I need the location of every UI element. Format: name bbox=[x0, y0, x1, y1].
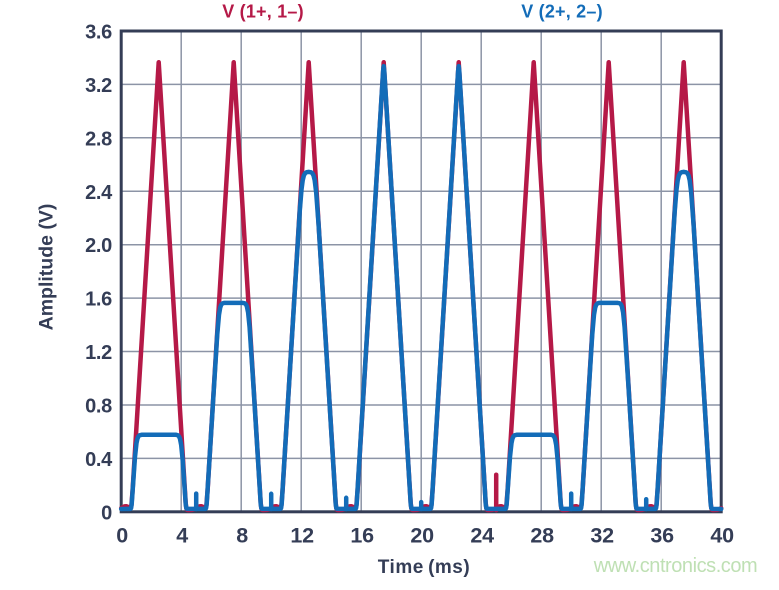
svg-text:V (1+, 1–): V (1+, 1–) bbox=[222, 2, 304, 22]
svg-text:1.6: 1.6 bbox=[85, 289, 112, 311]
svg-text:2.8: 2.8 bbox=[85, 128, 112, 150]
svg-text:2.4: 2.4 bbox=[85, 182, 113, 204]
svg-text:0: 0 bbox=[116, 524, 128, 548]
svg-text:36: 36 bbox=[650, 524, 674, 548]
svg-text:Time (ms): Time (ms) bbox=[378, 557, 470, 578]
svg-text:32: 32 bbox=[590, 524, 614, 548]
svg-text:1.2: 1.2 bbox=[85, 342, 112, 364]
svg-text:40: 40 bbox=[710, 524, 734, 548]
svg-text:24: 24 bbox=[470, 524, 494, 548]
svg-text:0.4: 0.4 bbox=[85, 449, 113, 471]
svg-text:20: 20 bbox=[410, 524, 434, 548]
svg-text:0: 0 bbox=[101, 502, 112, 524]
svg-text:www.cntronics.com: www.cntronics.com bbox=[593, 555, 758, 577]
svg-text:28: 28 bbox=[530, 524, 554, 548]
svg-text:3.6: 3.6 bbox=[85, 22, 112, 44]
svg-text:2.0: 2.0 bbox=[85, 235, 112, 257]
svg-text:V (2+, 2–): V (2+, 2–) bbox=[521, 2, 603, 22]
svg-text:Amplitude (V): Amplitude (V) bbox=[36, 204, 58, 331]
svg-text:0.8: 0.8 bbox=[85, 396, 112, 418]
svg-text:12: 12 bbox=[290, 524, 314, 548]
svg-text:3.2: 3.2 bbox=[85, 75, 112, 97]
svg-text:16: 16 bbox=[350, 524, 374, 548]
svg-text:8: 8 bbox=[236, 524, 248, 548]
svg-text:4: 4 bbox=[176, 524, 188, 548]
